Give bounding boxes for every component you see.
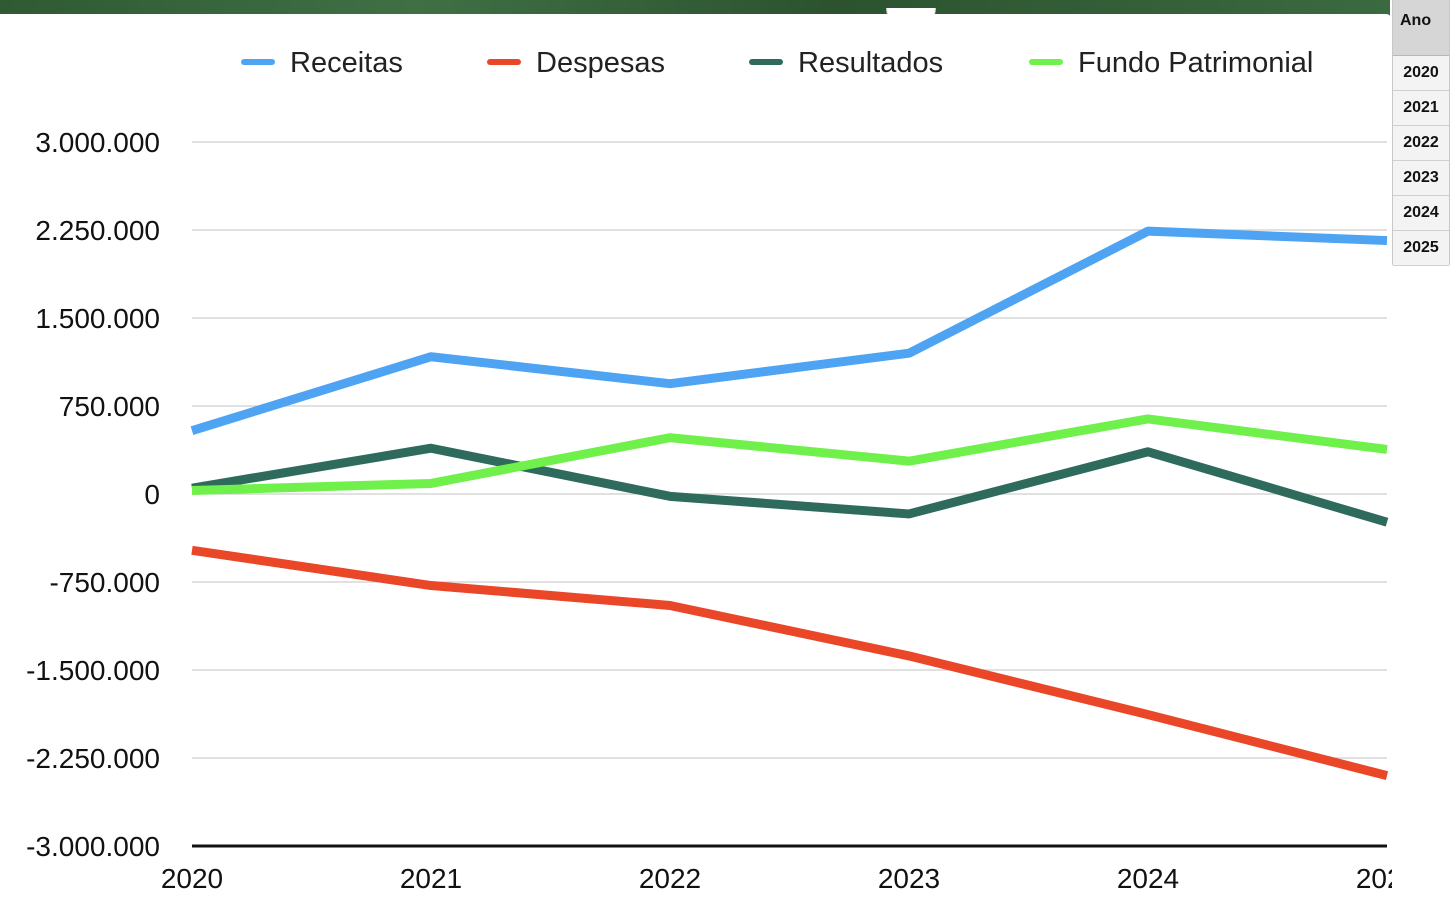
y-tick-label: 2.250.000 [35,215,160,246]
year-table-row[interactable]: 2022 [1393,126,1449,161]
year-table-row[interactable]: 2025 [1393,231,1449,266]
series-line-receitas[interactable] [190,226,1388,435]
x-tick-label: 2024 [1117,863,1179,894]
year-table-row[interactable]: 2024 [1393,196,1449,231]
x-tick-label: 2023 [878,863,940,894]
x-tick-label: 2020 [161,863,223,894]
y-tick-label: 750.000 [59,391,160,422]
y-tick-label: 0 [144,479,160,510]
chart-panel: 3.000.000 2.250.000 1.500.000 750.000 0 -750.… [0,14,1392,910]
year-table: Ano 2020 2021 2022 2023 2024 2025 [1392,0,1450,266]
y-tick-labels: 3.000.000 2.250.000 1.500.000 750.000 0 -750.… [26,127,160,862]
year-table-row[interactable]: 2023 [1393,161,1449,196]
y-tick-label: -1.500.000 [26,655,160,686]
series-line-resultados[interactable] [191,443,1389,527]
series-lines [190,226,1389,780]
legend-label[interactable]: Receitas [290,47,403,79]
legend: Receitas Despesas Resultados Fundo Patrimon… [241,47,1313,79]
year-table-row[interactable]: 2021 [1393,91,1449,126]
gridlines [192,141,1387,848]
top-banner [0,0,1390,18]
x-tick-label: 2022 [639,863,701,894]
legend-label[interactable]: Fundo Patrimonial [1078,47,1313,79]
year-table-row[interactable]: 2020 [1393,56,1449,91]
y-tick-label: -2.250.000 [26,743,160,774]
y-tick-label: -750.000 [49,567,160,598]
y-tick-label: 1.500.000 [35,303,160,334]
x-tick-labels: 2020 2021 2022 2023 2024 2025 [161,863,1392,894]
legend-label[interactable]: Resultados [798,47,943,79]
y-tick-label: -3.000.000 [26,831,160,862]
x-tick-label: 2025 [1356,863,1392,894]
y-tick-label: 3.000.000 [35,127,160,158]
series-line-fundo-patrimonial[interactable] [191,414,1388,495]
series-line-despesas[interactable] [191,545,1389,780]
line-chart: 3.000.000 2.250.000 1.500.000 750.000 0 -750.… [26,47,1392,894]
legend-label[interactable]: Despesas [536,47,665,79]
x-tick-label: 2021 [400,863,462,894]
year-table-header[interactable]: Ano [1393,0,1449,56]
